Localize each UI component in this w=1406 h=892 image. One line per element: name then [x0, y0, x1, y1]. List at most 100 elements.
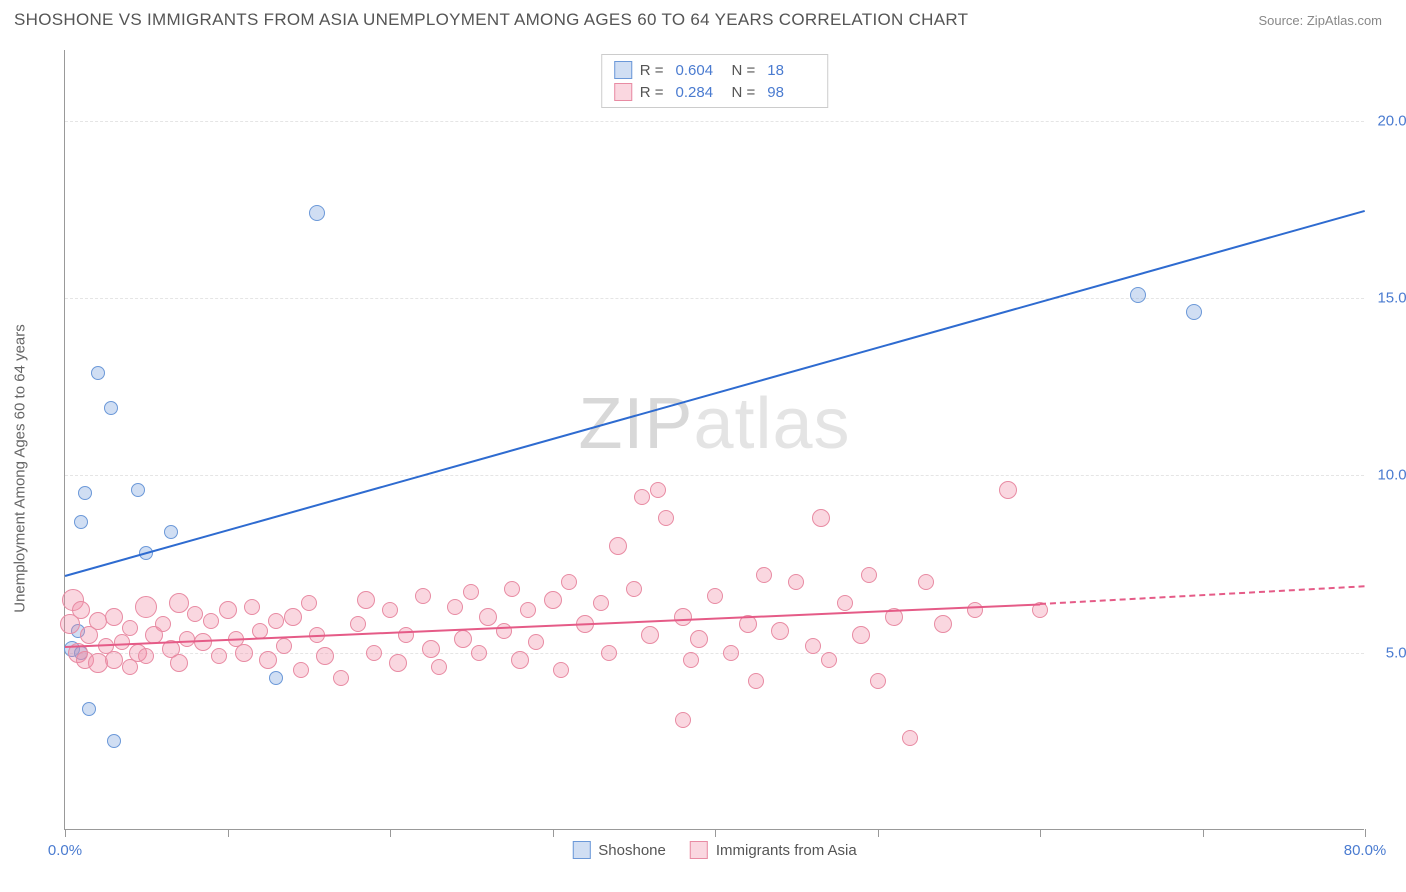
data-point [269, 671, 283, 685]
data-point [650, 482, 666, 498]
data-point [626, 581, 642, 597]
data-point [164, 525, 178, 539]
data-point [756, 567, 772, 583]
legend-n-label: N = [732, 62, 756, 79]
data-point [122, 620, 138, 636]
data-point [114, 634, 130, 650]
legend-n-label: N = [732, 84, 756, 101]
y-tick-label: 10.0% [1377, 467, 1406, 484]
watermark: ZIPatlas [578, 383, 850, 465]
data-point [105, 651, 123, 669]
data-point [259, 651, 277, 669]
legend-item-immigrants: Immigrants from Asia [690, 841, 857, 859]
data-point [641, 626, 659, 644]
data-point [463, 584, 479, 600]
data-point [170, 654, 188, 672]
data-point [967, 602, 983, 618]
data-point [203, 613, 219, 629]
data-point [107, 734, 121, 748]
watermark-atlas: atlas [693, 384, 850, 464]
x-tick [65, 829, 66, 837]
data-point [211, 648, 227, 664]
data-point [707, 588, 723, 604]
data-point [674, 608, 692, 626]
data-point [771, 622, 789, 640]
legend-swatch-immigrants [614, 83, 632, 101]
data-point [934, 615, 952, 633]
data-point [398, 627, 414, 643]
data-point [135, 596, 157, 618]
data-point [675, 712, 691, 728]
plot-area: ZIPatlas R = 0.604 N = 18 R = 0.284 N = … [64, 50, 1364, 830]
data-point [284, 608, 302, 626]
data-point [511, 651, 529, 669]
gridline [65, 475, 1364, 476]
data-point [155, 616, 171, 632]
data-point [601, 645, 617, 661]
y-axis-label: Unemployment Among Ages 60 to 64 years [12, 324, 29, 613]
data-point [683, 652, 699, 668]
data-point [350, 616, 366, 632]
data-point [561, 574, 577, 590]
data-point [169, 593, 189, 613]
x-tick [390, 829, 391, 837]
data-point [235, 644, 253, 662]
data-point [805, 638, 821, 654]
data-point [366, 645, 382, 661]
data-point [89, 612, 107, 630]
y-tick-label: 15.0% [1377, 290, 1406, 307]
data-point [187, 606, 203, 622]
x-tick [228, 829, 229, 837]
data-point [658, 510, 674, 526]
data-point [276, 638, 292, 654]
gridline [65, 121, 1364, 122]
data-point [82, 702, 96, 716]
legend-series: Shoshone Immigrants from Asia [572, 841, 856, 859]
data-point [723, 645, 739, 661]
data-point [244, 599, 260, 615]
data-point [690, 630, 708, 648]
legend-r-label: R = [640, 84, 664, 101]
legend-r-value-immigrants: 0.284 [676, 84, 724, 101]
data-point [78, 486, 92, 500]
data-point [520, 602, 536, 618]
data-point [634, 489, 650, 505]
data-point [122, 659, 138, 675]
trend-line [1040, 585, 1365, 605]
gridline [65, 298, 1364, 299]
data-point [91, 366, 105, 380]
data-point [999, 481, 1017, 499]
data-point [179, 631, 195, 647]
data-point [454, 630, 472, 648]
legend-swatch-shoshone [614, 61, 632, 79]
x-tick [878, 829, 879, 837]
data-point [357, 591, 375, 609]
x-tick [1365, 829, 1366, 837]
data-point [479, 608, 497, 626]
data-point [301, 595, 317, 611]
data-point [504, 581, 520, 597]
data-point [748, 673, 764, 689]
data-point [316, 647, 334, 665]
chart-container: Unemployment Among Ages 60 to 64 years Z… [50, 50, 1390, 870]
data-point [422, 640, 440, 658]
data-point [1130, 287, 1146, 303]
data-point [918, 574, 934, 590]
data-point [544, 591, 562, 609]
legend-n-value-shoshone: 18 [767, 62, 815, 79]
legend-n-value-immigrants: 98 [767, 84, 815, 101]
y-tick-label: 20.0% [1377, 112, 1406, 129]
legend-row-immigrants: R = 0.284 N = 98 [614, 81, 816, 103]
data-point [389, 654, 407, 672]
x-tick [1203, 829, 1204, 837]
data-point [74, 515, 88, 529]
data-point [837, 595, 853, 611]
data-point [861, 567, 877, 583]
data-point [415, 588, 431, 604]
data-point [593, 595, 609, 611]
data-point [333, 670, 349, 686]
legend-label-shoshone: Shoshone [598, 842, 666, 859]
data-point [553, 662, 569, 678]
data-point [902, 730, 918, 746]
chart-source: Source: ZipAtlas.com [1258, 13, 1382, 28]
